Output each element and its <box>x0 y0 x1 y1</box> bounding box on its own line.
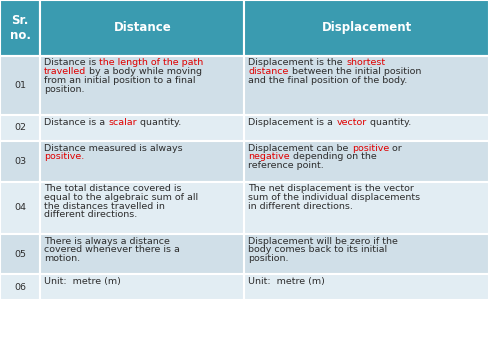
Bar <box>244 141 488 182</box>
Text: quantity.: quantity. <box>137 118 181 127</box>
Bar <box>244 182 488 234</box>
Text: vector: vector <box>336 118 366 127</box>
Text: Distance: Distance <box>113 21 171 34</box>
Text: Displacement is a: Displacement is a <box>248 118 336 127</box>
Text: 03: 03 <box>14 157 26 166</box>
Text: between the initial position: between the initial position <box>288 67 420 76</box>
Text: The total distance covered is: The total distance covered is <box>44 184 181 193</box>
Bar <box>0 274 40 300</box>
Bar <box>244 56 488 115</box>
Text: Displacement is the: Displacement is the <box>248 58 346 68</box>
Bar <box>0 234 40 274</box>
Text: reference point.: reference point. <box>248 161 324 170</box>
Text: 06: 06 <box>14 283 26 292</box>
Text: the distances travelled in: the distances travelled in <box>44 202 164 211</box>
Bar <box>0 182 40 234</box>
Bar <box>40 234 244 274</box>
Text: from an initial position to a final: from an initial position to a final <box>44 76 195 85</box>
Text: equal to the algebraic sum of all: equal to the algebraic sum of all <box>44 193 198 202</box>
Text: motion.: motion. <box>44 254 80 263</box>
Text: 04: 04 <box>14 203 26 212</box>
Text: sum of the individual displacements: sum of the individual displacements <box>248 193 420 202</box>
Text: position.: position. <box>44 84 84 94</box>
Bar <box>0 56 40 115</box>
Text: Distance measured is always: Distance measured is always <box>44 144 182 153</box>
Text: Unit:  metre (m): Unit: metre (m) <box>44 277 121 286</box>
Text: depending on the: depending on the <box>289 152 376 161</box>
Text: There is always a distance: There is always a distance <box>44 237 169 246</box>
Text: negative: negative <box>248 152 289 161</box>
Text: scalar: scalar <box>108 118 137 127</box>
Text: shortest: shortest <box>346 58 385 68</box>
Text: positive.: positive. <box>44 152 84 161</box>
Bar <box>40 182 244 234</box>
Text: and the final position of the body.: and the final position of the body. <box>248 76 407 85</box>
Text: distance: distance <box>248 67 288 76</box>
Text: Sr.
no.: Sr. no. <box>10 14 30 42</box>
Text: Unit:  metre (m): Unit: metre (m) <box>248 277 325 286</box>
Text: position.: position. <box>248 254 288 263</box>
Text: in different directions.: in different directions. <box>248 202 352 211</box>
Text: different directions.: different directions. <box>44 210 137 219</box>
Text: travelled: travelled <box>44 67 86 76</box>
Text: the length of the path: the length of the path <box>99 58 203 68</box>
Text: 01: 01 <box>14 81 26 90</box>
Text: Distance is: Distance is <box>44 58 99 68</box>
Bar <box>0 115 40 141</box>
Text: The net displacement is the vector: The net displacement is the vector <box>248 184 413 193</box>
Text: body comes back to its initial: body comes back to its initial <box>248 245 387 254</box>
Text: by a body while moving: by a body while moving <box>86 67 202 76</box>
Text: covered whenever there is a: covered whenever there is a <box>44 245 180 254</box>
Text: Displacement can be: Displacement can be <box>248 144 351 153</box>
Bar <box>244 234 488 274</box>
Text: Distance is a: Distance is a <box>44 118 108 127</box>
Bar <box>244 115 488 141</box>
Text: 05: 05 <box>14 250 26 259</box>
Text: or: or <box>388 144 401 153</box>
Text: Displacement will be zero if the: Displacement will be zero if the <box>248 237 397 246</box>
Bar <box>244 0 488 56</box>
Bar <box>40 274 244 300</box>
Bar <box>0 0 40 56</box>
Text: quantity.: quantity. <box>366 118 410 127</box>
Bar <box>40 56 244 115</box>
Text: positive: positive <box>351 144 388 153</box>
Bar <box>40 115 244 141</box>
Bar <box>40 141 244 182</box>
Text: Displacement: Displacement <box>321 21 411 34</box>
Bar <box>40 0 244 56</box>
Bar <box>244 274 488 300</box>
Text: 02: 02 <box>14 123 26 132</box>
Bar <box>0 141 40 182</box>
